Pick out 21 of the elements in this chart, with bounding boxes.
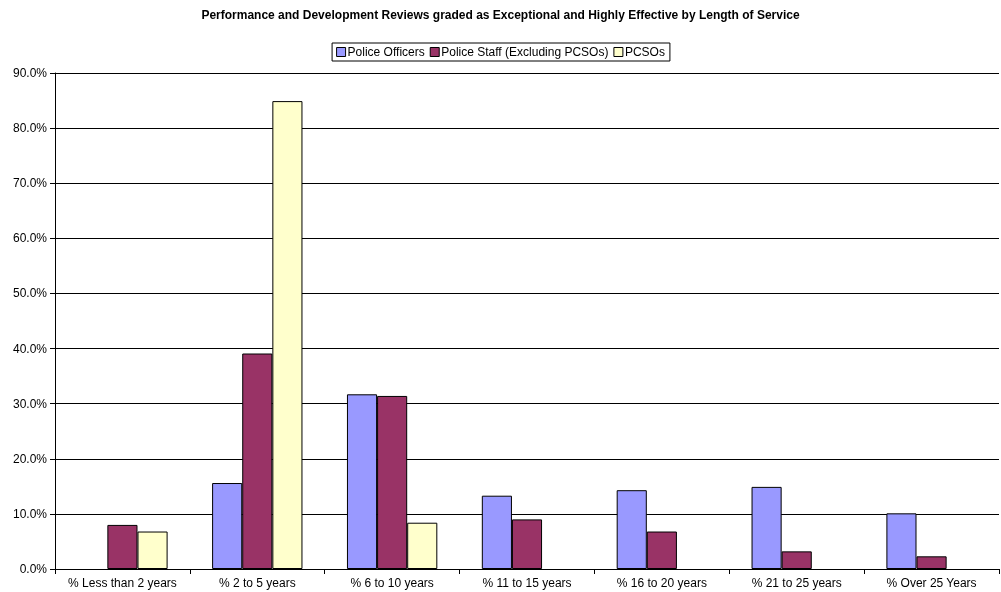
x-tick-label: % 11 to 15 years xyxy=(482,576,572,590)
y-tick-label: 90.0% xyxy=(12,66,48,80)
legend-label: Police Staff (Excluding PCSOs) xyxy=(441,45,609,59)
legend-label: Police Officers xyxy=(347,45,425,59)
y-tick-label: 60.0% xyxy=(12,231,48,246)
x-tick-label: % 6 to 10 years xyxy=(350,576,434,590)
chart-title: Performance and Development Reviews graded as Exceptional and Highly Effective by Length of Service xyxy=(201,8,800,22)
x-tick-label: % 16 to 20 years xyxy=(616,576,707,590)
x-tick-label: % 2 to 5 years xyxy=(218,576,296,590)
y-tick-label: 30.0% xyxy=(12,396,48,411)
y-tick-label: 70.0% xyxy=(12,176,48,191)
x-tick-label: % 21 to 25 years xyxy=(751,576,842,590)
x-tick-label: % Over 25 Years xyxy=(886,576,977,590)
y-tick-label: 20.0% xyxy=(12,451,48,466)
y-tick-label: 0.0% xyxy=(19,562,48,576)
y-tick-label: 10.0% xyxy=(12,506,48,521)
legend-label: PCSOs xyxy=(624,45,665,59)
x-tick-label: % Less than 2 years xyxy=(68,576,177,590)
y-tick-label: 80.0% xyxy=(12,121,48,136)
y-tick-label: 40.0% xyxy=(12,341,48,356)
y-tick-label: 50.0% xyxy=(12,286,48,301)
